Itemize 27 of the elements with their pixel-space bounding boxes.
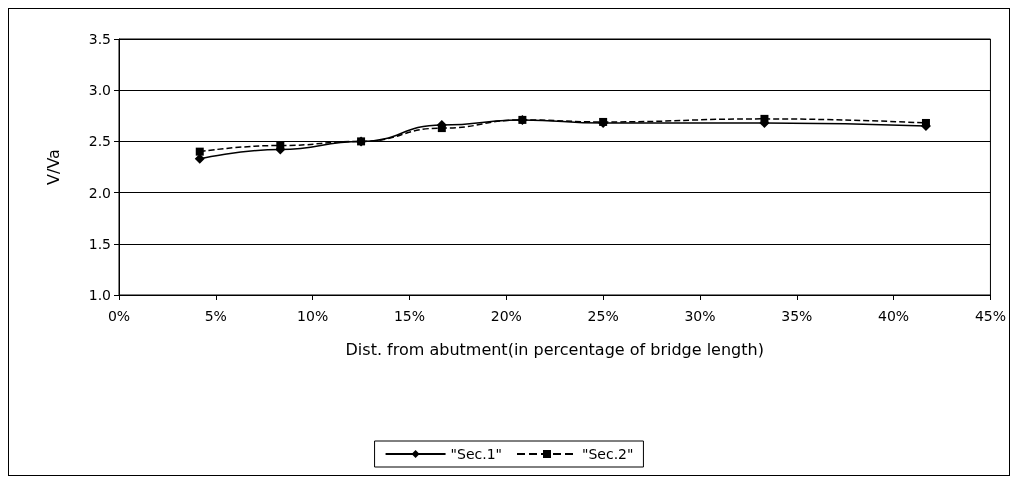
x-tick-label: 15% xyxy=(393,308,426,324)
point xyxy=(195,147,204,156)
point xyxy=(599,117,608,126)
x-tick-label: 40% xyxy=(878,308,910,324)
point xyxy=(276,141,285,150)
point xyxy=(518,115,527,124)
y-tick-label: 2.5 xyxy=(88,133,111,150)
y-axis-title: V/Va xyxy=(43,149,63,185)
y-tick-label: 3.5 xyxy=(88,31,111,47)
x-tick-label: 30% xyxy=(684,308,716,324)
y-tick-label: 1.5 xyxy=(88,235,111,252)
x-tick-label: 45% xyxy=(974,308,1006,324)
x-tick-label: 35% xyxy=(781,308,813,324)
point xyxy=(760,114,769,123)
x-axis-title: Dist. from abutment(in percentage of bridge length) xyxy=(345,339,764,359)
y-tick-label: 2.0 xyxy=(88,184,111,201)
y-tick-label: 1.0 xyxy=(88,287,111,303)
legend-label: "Sec.1" xyxy=(450,446,502,462)
point xyxy=(437,124,446,133)
x-tick-label: 0% xyxy=(107,308,131,324)
x-tick-label: 10% xyxy=(297,308,329,324)
y-tick-label: 3.0 xyxy=(88,82,111,99)
x-tick-label: 25% xyxy=(587,308,619,324)
point xyxy=(357,137,366,146)
x-tick-label: 5% xyxy=(204,308,227,324)
x-tick-label: 20% xyxy=(490,308,522,324)
legend-label: "Sec.2" xyxy=(582,446,634,462)
